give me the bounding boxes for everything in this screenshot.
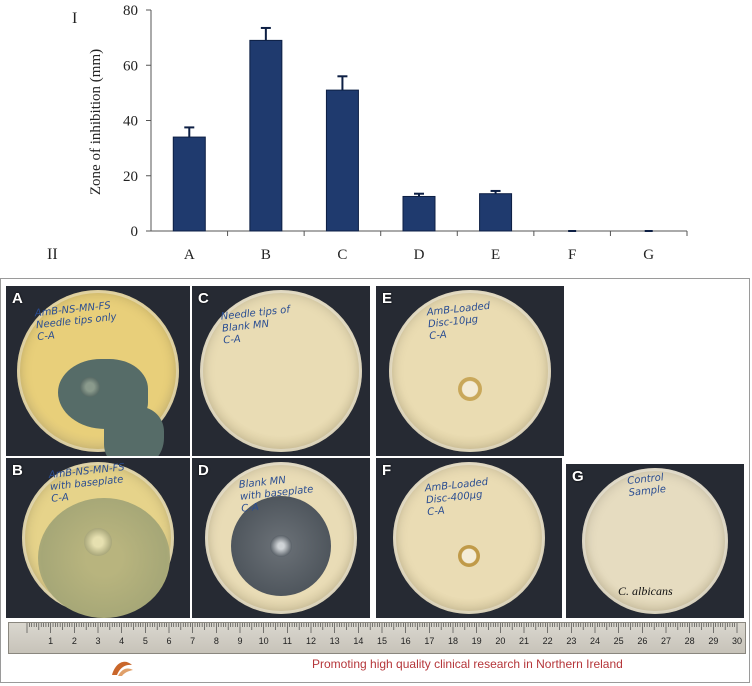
ruler-number: 11 bbox=[283, 636, 292, 646]
plate-tile-D: Blank MN with baseplate C-A D bbox=[192, 458, 370, 618]
inhibition-zone bbox=[104, 407, 164, 456]
plate-tile-C: Needle tips of Blank MN C-A C bbox=[192, 286, 370, 456]
drug-disc bbox=[458, 377, 482, 401]
footer-text: Promoting high quality clinical research… bbox=[312, 657, 623, 671]
plate-letter: E bbox=[382, 290, 393, 307]
x-tick-label: A bbox=[184, 247, 195, 263]
plate-letter: G bbox=[572, 468, 584, 485]
ruler-number: 23 bbox=[566, 636, 576, 646]
bar-D bbox=[402, 195, 436, 232]
inhibition-zone bbox=[38, 498, 170, 618]
plate-handwriting: Blank MN with baseplate C-A bbox=[238, 475, 314, 515]
microneedle-patch bbox=[80, 377, 100, 397]
ruler-number: 12 bbox=[306, 636, 316, 646]
x-tick-label: C bbox=[337, 247, 347, 263]
organism-label: C. albicans bbox=[618, 584, 673, 598]
ruler-number: 21 bbox=[519, 636, 529, 646]
bar-chart: I II Zone of inhibition (mm) 0 20 40 60 80 A… bbox=[47, 3, 688, 263]
ruler-number: 3 bbox=[95, 636, 100, 646]
plate-handwriting: Control Sample bbox=[626, 472, 667, 499]
ruler-number: 30 bbox=[732, 636, 742, 646]
ruler-number: 19 bbox=[472, 636, 482, 646]
y-tick-label: 60 bbox=[123, 58, 138, 74]
plate-handwriting: AmB-Loaded Disc-10μg C-A bbox=[426, 300, 491, 343]
plate-letter: B bbox=[12, 462, 23, 479]
plate-letter: F bbox=[382, 462, 392, 479]
plate-tile-B: AmB-NS-MN-FS with baseplate C-A B bbox=[6, 458, 190, 618]
plate-letter: D bbox=[198, 462, 209, 479]
bar-C bbox=[325, 89, 359, 232]
logo-icon bbox=[112, 661, 133, 676]
ruler-number: 22 bbox=[543, 636, 553, 646]
plate-tile-G: Control Sample G bbox=[566, 464, 744, 618]
plate-handwriting: AmB-Loaded Disc-400μg C-A bbox=[424, 476, 489, 519]
drug-disc bbox=[458, 545, 480, 567]
ruler-number: 26 bbox=[637, 636, 647, 646]
petri-dish bbox=[200, 290, 362, 452]
panel-label-ii: II bbox=[47, 246, 58, 263]
ruler-number: 16 bbox=[401, 636, 411, 646]
ruler-number: 9 bbox=[237, 636, 242, 646]
ruler: 1 2 3 4 5 6 7 8 9 10 11 12 13 14 15 16 17 18 19 20 21 22 23 24 2… bbox=[8, 622, 746, 654]
ruler-number: 10 bbox=[259, 636, 269, 646]
bar-E bbox=[479, 193, 513, 232]
ruler-number: 5 bbox=[143, 636, 148, 646]
ruler-number: 18 bbox=[448, 636, 458, 646]
ruler-number: 6 bbox=[166, 636, 171, 646]
microneedle-patch bbox=[84, 528, 112, 556]
ruler-number: 20 bbox=[495, 636, 505, 646]
ruler-number: 15 bbox=[377, 636, 387, 646]
x-tick-label: B bbox=[261, 247, 271, 263]
plate-handwriting: Needle tips of Blank MN C-A bbox=[220, 304, 291, 347]
plate-tile-E: AmB-Loaded Disc-10μg C-A E bbox=[376, 286, 564, 456]
ruler-number: 17 bbox=[424, 636, 434, 646]
ruler-number: 8 bbox=[214, 636, 219, 646]
plate-letter: A bbox=[12, 290, 23, 307]
bar-A bbox=[172, 136, 206, 232]
petri-dish bbox=[389, 290, 551, 452]
ruler-number: 4 bbox=[119, 636, 124, 646]
y-tick-label: 20 bbox=[123, 169, 138, 185]
ruler-number: 29 bbox=[708, 636, 718, 646]
plate-tile-F: AmB-Loaded Disc-400μg C-A F bbox=[376, 458, 562, 618]
y-tick-label: 40 bbox=[123, 114, 138, 130]
panel-label-i: I bbox=[72, 10, 77, 27]
ruler-number: 7 bbox=[190, 636, 195, 646]
x-tick-label: E bbox=[491, 247, 500, 263]
ruler-number: 28 bbox=[685, 636, 695, 646]
plates-panel bbox=[0, 278, 750, 683]
ruler-number: 2 bbox=[72, 636, 77, 646]
y-tick-label: 80 bbox=[123, 3, 138, 19]
bar-B bbox=[249, 39, 283, 232]
ruler-number: 27 bbox=[661, 636, 671, 646]
y-tick-label: 0 bbox=[131, 224, 139, 240]
ruler-number: 1 bbox=[48, 636, 53, 646]
y-axis-title: Zone of inhibition (mm) bbox=[88, 49, 104, 195]
plate-letter: C bbox=[198, 290, 209, 307]
ruler-number: 13 bbox=[330, 636, 340, 646]
ruler-number: 24 bbox=[590, 636, 600, 646]
ruler-number: 25 bbox=[614, 636, 624, 646]
petri-dish bbox=[393, 462, 545, 614]
x-tick-label: F bbox=[568, 247, 576, 263]
ruler-number: 14 bbox=[353, 636, 363, 646]
plate-tile-A: AmB-NS-MN-FS Needle tips only C-A A bbox=[6, 286, 190, 456]
x-tick-label: D bbox=[414, 247, 425, 263]
petri-dish bbox=[582, 468, 728, 614]
x-tick-label: G bbox=[643, 247, 654, 263]
microneedle-patch bbox=[270, 535, 292, 557]
